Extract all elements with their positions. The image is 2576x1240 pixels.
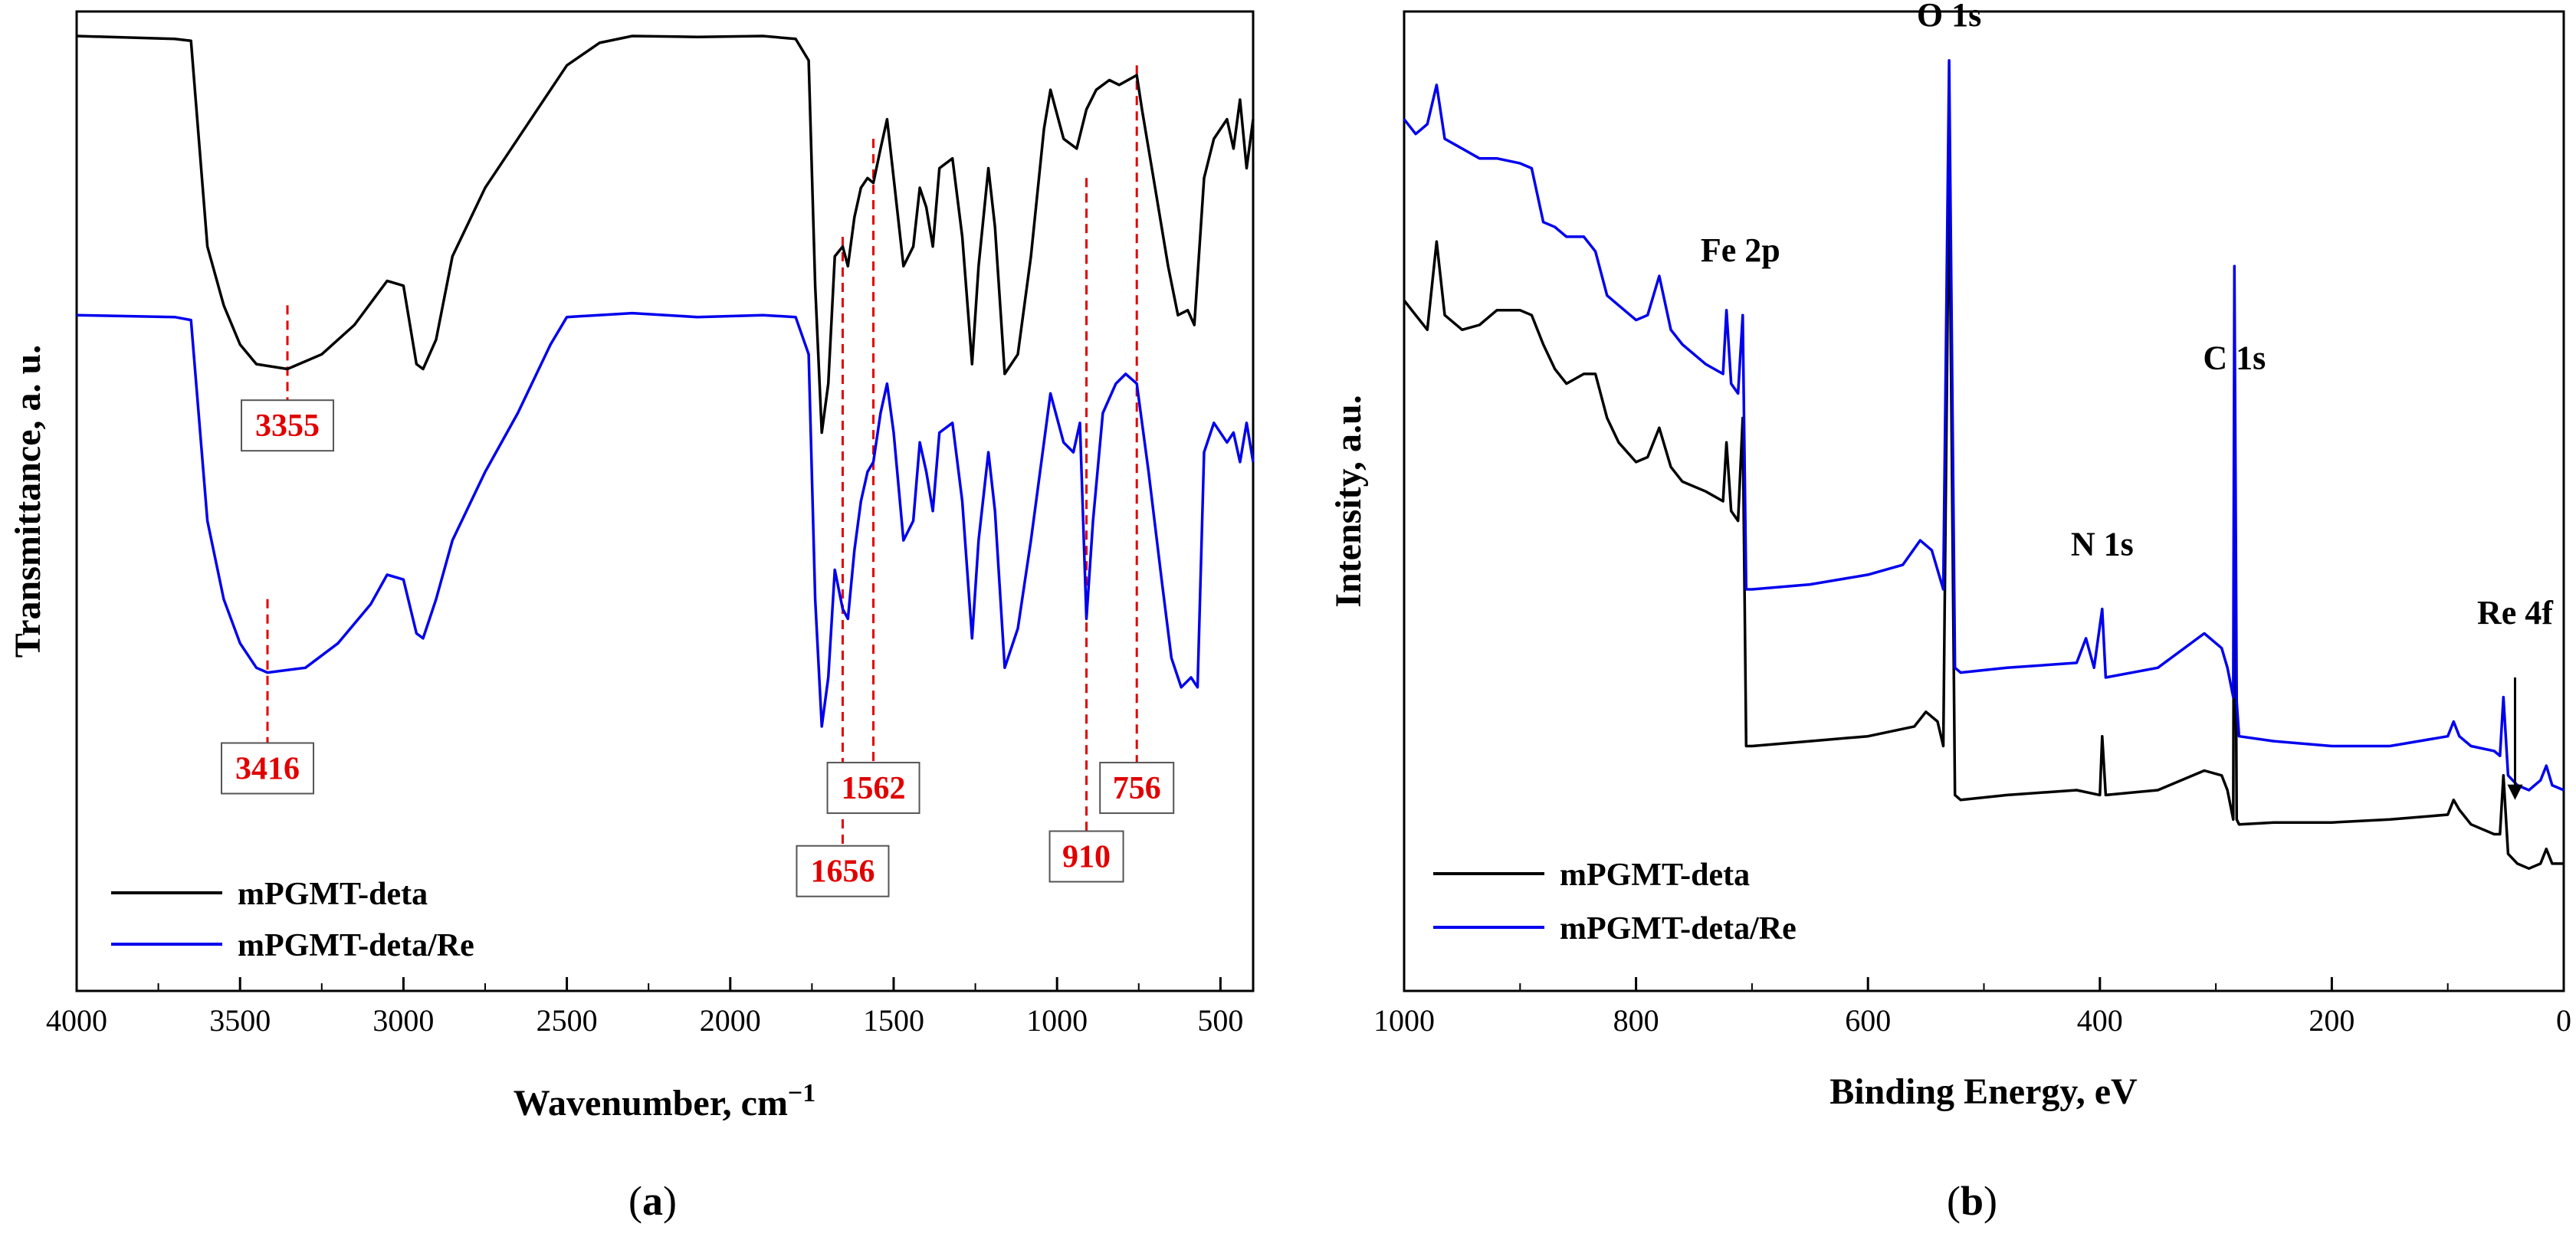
- panel-label-a: (a): [628, 1178, 677, 1224]
- x-tick-label-400: 400: [2077, 1003, 2123, 1038]
- annotation-box-1656: [796, 845, 890, 897]
- x-tick-label-1000: 1000: [1373, 1003, 1435, 1038]
- series-line-mPGMT-deta: [1403, 156, 2564, 871]
- legend-label-mPGMT-deta-Re: mPGMT-deta/Re: [238, 928, 474, 963]
- annotation-box-910: [1048, 830, 1124, 883]
- annotation-label-1562: 1562: [842, 771, 906, 806]
- x-tick-label-4000: 4000: [46, 1003, 107, 1038]
- x-tick-label-500: 500: [1197, 1003, 1243, 1038]
- peak-label-Re-4f: Re 4f: [2477, 594, 2554, 631]
- x-tick-label-1500: 1500: [863, 1003, 924, 1038]
- ftir-chart: 4000 3500 3000 2500 2000 1500 1000 500 3355 3416…: [8, 10, 1255, 1224]
- x-tick-label-200: 200: [2309, 1003, 2354, 1038]
- annotation-box-3416: [221, 742, 315, 795]
- legend-label-mPGMT-deta-b: mPGMT-deta: [1560, 858, 1750, 893]
- annotation-label-1656: 1656: [810, 855, 875, 890]
- series-lines-a: [76, 34, 1255, 728]
- annotation-label-3416: 3416: [235, 752, 300, 787]
- annotation-box-1562: [826, 762, 920, 815]
- peak-labels-b: O 1s Fe 2p N 1s C 1s Re 4f: [1701, 0, 2554, 800]
- annotation-box-756: [1099, 762, 1175, 815]
- series-line-mPGMT-deta: [76, 34, 1255, 435]
- annotation-label-756: 756: [1113, 771, 1161, 806]
- x-tick-label-800: 800: [1613, 1003, 1659, 1038]
- annotation-label-3355: 3355: [255, 408, 320, 444]
- legend-b: mPGMT-deta mPGMT-deta/Re: [1433, 858, 1797, 946]
- peak-label-O-1s: O 1s: [1917, 0, 1981, 34]
- x-tick-label-2000: 2000: [700, 1003, 761, 1038]
- x-axis-label-b: Binding Energy, eV: [1829, 1071, 2138, 1112]
- x-tick-label-3000: 3000: [372, 1003, 434, 1038]
- peak-label-C-1s: C 1s: [2203, 339, 2266, 376]
- series-line-mPGMT-deta-Re: [1403, 59, 2565, 792]
- peak-label-Fe-2p: Fe 2p: [1701, 231, 1780, 269]
- series-line-mPGMT-deta-Re: [76, 311, 1255, 728]
- legend-label-mPGMT-deta: mPGMT-deta: [238, 877, 428, 912]
- x-tick-label-2500: 2500: [537, 1003, 598, 1038]
- x-ticks-b: 1000 800 600 400 200 0: [1373, 977, 2571, 1038]
- x-tick-label-1000: 1000: [1026, 1003, 1088, 1038]
- plot-frame-b: [1403, 10, 2565, 992]
- plot-frame-a: [75, 10, 1255, 992]
- x-tick-label-3500: 3500: [209, 1003, 271, 1038]
- x-ticks-a: 4000 3500 3000 2500 2000 1500 1000 500: [46, 977, 1243, 1038]
- series-lines-b: [1403, 59, 2565, 871]
- arrow-head-icon: [2507, 784, 2523, 800]
- panel-label-b: (b): [1947, 1178, 1997, 1224]
- peak-label-N-1s: N 1s: [2071, 525, 2134, 563]
- x-axis-label-a: Wavenumber, cm−1: [514, 1079, 816, 1124]
- y-axis-label-b: Intensity, a.u.: [1328, 395, 1369, 607]
- legend-a: mPGMT-deta mPGMT-deta/Re: [111, 877, 474, 963]
- y-axis-label-a: Transmittance, a. u.: [8, 345, 48, 658]
- annotation-box-3355: [241, 399, 335, 452]
- annotation-label-910: 910: [1062, 840, 1111, 875]
- x-tick-label-600: 600: [1845, 1003, 1891, 1038]
- xps-chart: 1000 800 600 400 200 0 O 1s Fe 2p N 1s C 1s Re 4f…: [1328, 0, 2571, 1224]
- x-tick-label-0: 0: [2556, 1003, 2571, 1038]
- legend-label-mPGMT-deta-Re-b: mPGMT-deta/Re: [1560, 911, 1797, 946]
